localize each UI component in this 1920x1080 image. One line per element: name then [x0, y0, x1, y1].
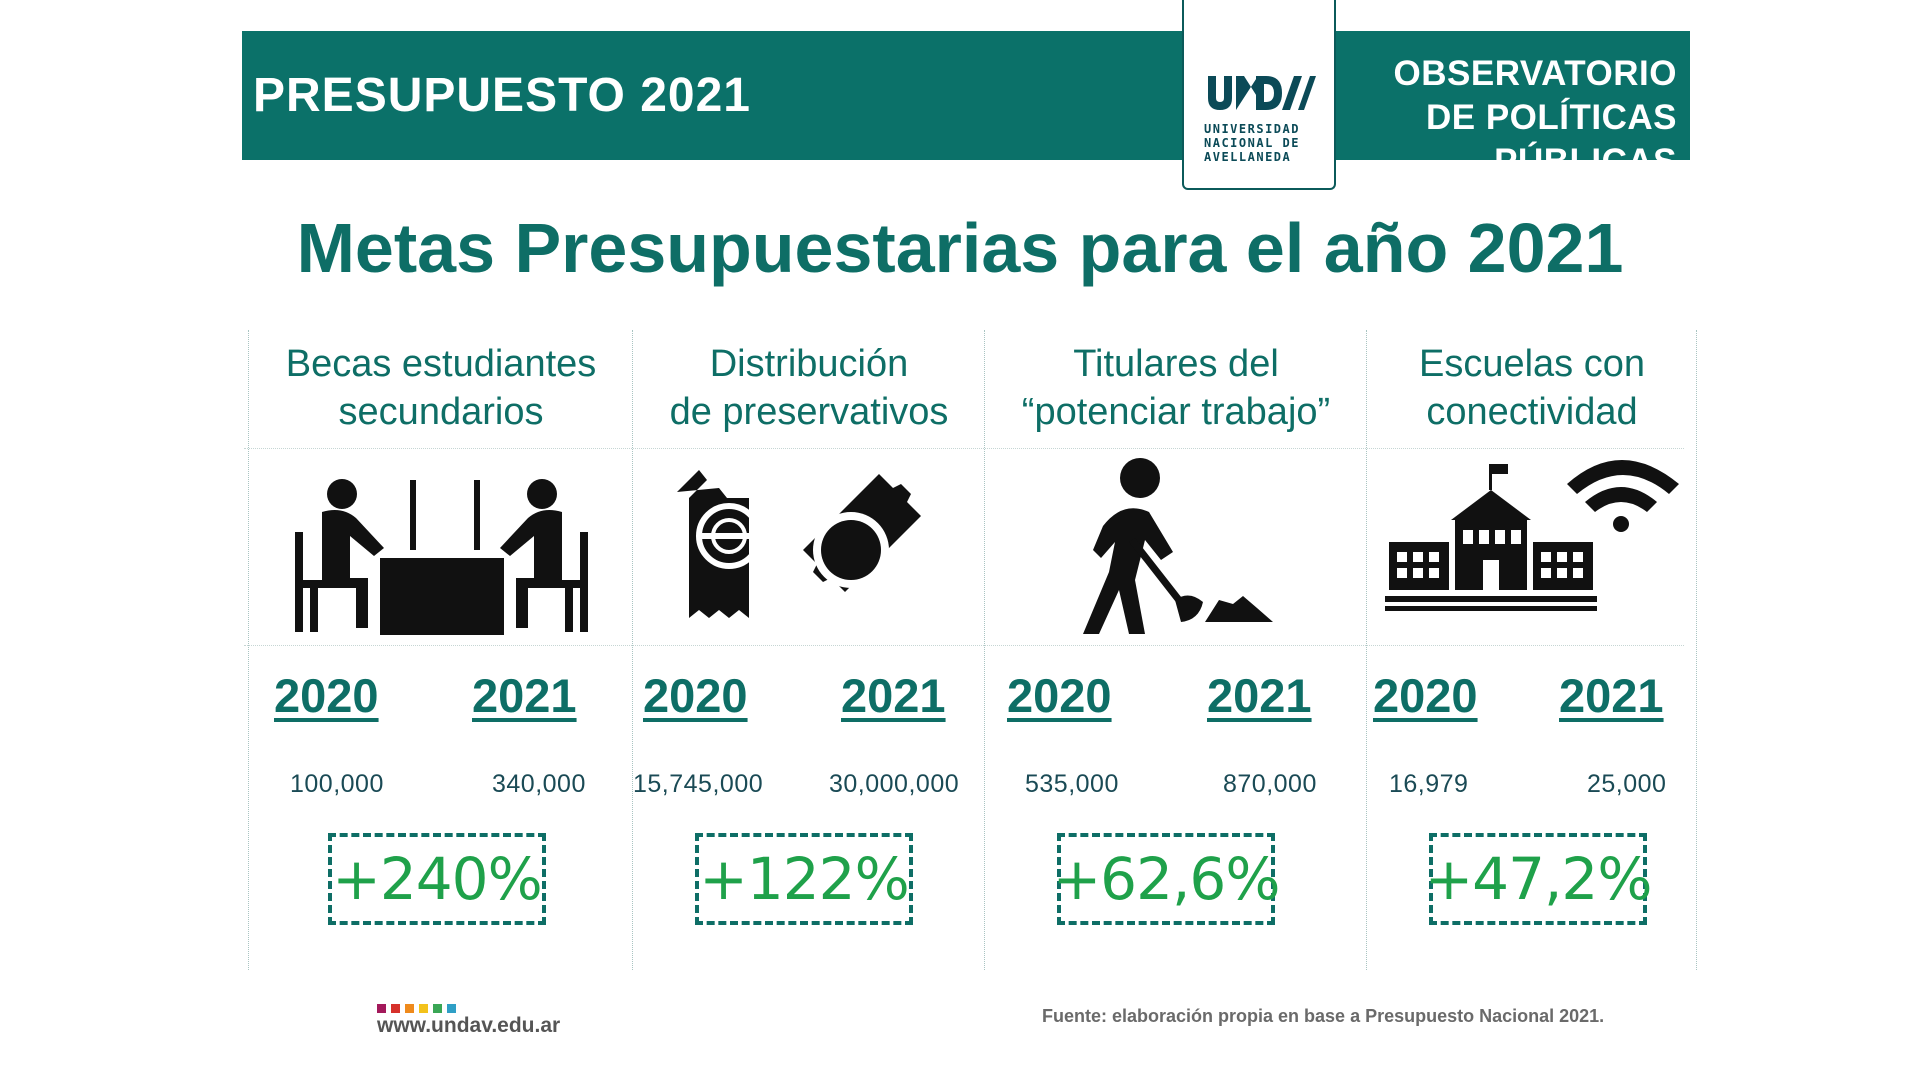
- column-title: Escuelas con conectividad: [1418, 343, 1645, 433]
- value-2021: 25,000: [1587, 770, 1667, 798]
- year-label: 2021: [841, 669, 946, 722]
- year-label: 2021: [1207, 669, 1312, 722]
- year-label: 2021: [472, 669, 577, 722]
- column-title: Distribución de preservativos: [669, 343, 949, 433]
- grid-divider: [984, 330, 985, 970]
- percent-change: +47,2%: [1424, 845, 1653, 913]
- percent-change: +240%: [332, 845, 542, 913]
- grid-divider: [248, 330, 249, 970]
- grid-divider: [632, 330, 633, 970]
- students-desk-icon: [295, 479, 588, 635]
- page-title: Metas Presupuestarias para el año 2021: [296, 209, 1624, 287]
- column-title: Becas estudiantes secundarios: [285, 343, 597, 433]
- column-becas: Becas estudiantes secundarios 2020 2021 …: [250, 330, 632, 970]
- percent-change: +62,6%: [1052, 845, 1281, 913]
- grid-divider: [244, 645, 1684, 646]
- column-preservativos: Distribución de preservativos 2020 2021 …: [633, 330, 985, 970]
- year-label: 2021: [1559, 669, 1664, 722]
- budget-title: PRESUPUESTO 2021: [253, 69, 751, 122]
- condom-icon: [677, 470, 921, 618]
- color-dot: [391, 1004, 400, 1013]
- percent-box: +47,2%: [1425, 833, 1652, 925]
- color-dot: [447, 1004, 456, 1013]
- value-2020: 15,745,000: [633, 770, 764, 798]
- worker-shovel-icon: [1083, 458, 1273, 634]
- column-escuelas: Escuelas con conectividad 20: [1367, 330, 1697, 970]
- percent-box: +62,6%: [1053, 833, 1280, 925]
- color-dot: [377, 1004, 386, 1013]
- value-2021: 870,000: [1223, 770, 1317, 798]
- source-note: Fuente: elaboración propia en base a Pre…: [1042, 1006, 1605, 1026]
- year-label: 2020: [1373, 669, 1478, 722]
- column-potenciar-trabajo: Titulares del “potenciar trabajo” 2020 2…: [985, 330, 1367, 970]
- value-2020: 535,000: [1025, 770, 1119, 798]
- grid-divider: [1366, 330, 1367, 970]
- undav-wordmark-icon: [1208, 76, 1316, 110]
- value-2020: 100,000: [290, 770, 384, 798]
- website-link[interactable]: www.undav.edu.ar: [377, 1014, 561, 1037]
- grid-divider: [244, 448, 1684, 449]
- percent-box: +122%: [695, 833, 913, 925]
- color-dot: [433, 1004, 442, 1013]
- undav-logo[interactable]: UNIVERSIDAD NACIONAL DE AVELLANEDA: [1182, 0, 1336, 190]
- percent-box: +240%: [328, 833, 546, 925]
- grid-divider: [1696, 330, 1697, 970]
- year-label: 2020: [1007, 669, 1112, 722]
- color-dot: [419, 1004, 428, 1013]
- value-2020: 16,979: [1389, 770, 1469, 798]
- color-dot: [405, 1004, 414, 1013]
- percent-change: +122%: [699, 845, 909, 913]
- value-2021: 30,000,000: [829, 770, 960, 798]
- logo-university-name: UNIVERSIDAD NACIONAL DE AVELLANEDA: [1204, 122, 1300, 164]
- brand-color-dots: [377, 1000, 461, 1013]
- year-label: 2020: [274, 669, 379, 722]
- school-wifi-icon: [1385, 460, 1679, 611]
- year-label: 2020: [643, 669, 748, 722]
- column-title: Titulares del “potenciar trabajo”: [1021, 343, 1331, 433]
- observatory-title: OBSERVATORIO DE POLÍTICAS PÚBLICAS: [1393, 54, 1677, 181]
- header-banner: [242, 31, 1690, 160]
- value-2021: 340,000: [492, 770, 586, 798]
